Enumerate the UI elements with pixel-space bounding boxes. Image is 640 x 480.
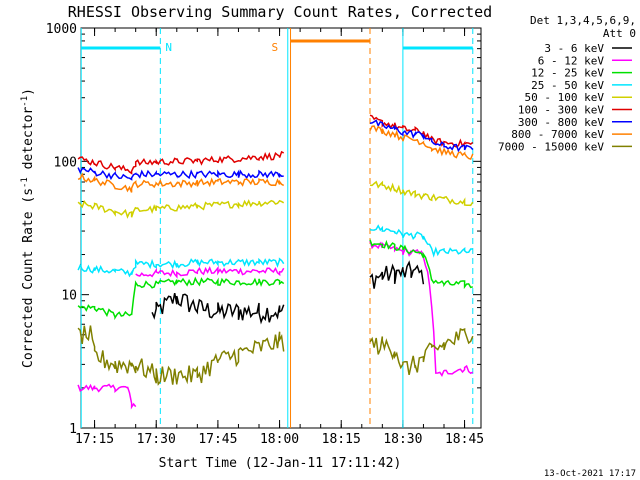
legend-entry-label: 300 - 800 keV	[518, 116, 604, 129]
series-line	[369, 327, 474, 376]
series-50to100keV	[77, 180, 474, 219]
series-line	[369, 180, 474, 207]
x-tick-label: 17:30	[137, 432, 176, 447]
series-line	[369, 239, 474, 290]
series-line	[77, 150, 285, 175]
x-tick-label: 18:45	[445, 432, 484, 447]
series-100to300keV	[77, 114, 474, 175]
legend-entry-label: 3 - 6 keV	[544, 42, 604, 55]
x-tick-label: 17:45	[198, 432, 237, 447]
series-line	[77, 257, 285, 278]
plot-frame	[80, 27, 482, 429]
axis-ticks: 17:15 17:30 17:45 18:00 18:15 18:30 18:45 1 10 10…	[46, 22, 484, 447]
series-line	[77, 167, 284, 181]
series-7000to15000keV	[77, 325, 474, 386]
series-line	[369, 224, 473, 258]
series-300to800keV	[77, 119, 474, 181]
legend-entry-label: 6 - 12 keV	[538, 54, 605, 67]
x-tick-label: 18:15	[322, 432, 361, 447]
y-tick-label: 1000	[46, 22, 77, 37]
legend-entry-label: 7000 - 15000 keV	[498, 140, 604, 153]
series-line	[77, 172, 285, 193]
series-line	[77, 199, 285, 219]
series-3to6keV	[151, 260, 425, 325]
y-axis-label: Corrected Count Rate (s-1 detector-1)	[20, 88, 36, 368]
chart-title: RHESSI Observing Summary Count Rates, Co…	[68, 3, 492, 21]
data-series	[77, 114, 474, 410]
series-line	[135, 265, 285, 279]
series-line	[369, 114, 474, 148]
series-line	[369, 240, 474, 377]
x-tick-label: 17:15	[75, 432, 114, 447]
series-line	[369, 125, 474, 161]
x-tick-label: 18:00	[260, 432, 299, 447]
series-line	[369, 119, 474, 153]
legend-entry-label: 800 - 7000 keV	[511, 128, 604, 141]
series-12to25keV	[77, 239, 474, 321]
x-axis-label: Start Time (12-Jan-11 17:11:42)	[159, 456, 402, 471]
series-line	[369, 260, 425, 289]
y-tick-label: 100	[54, 155, 77, 170]
legend-entry-label: 12 - 25 keV	[531, 67, 604, 80]
annotation-label: N	[165, 41, 172, 54]
footer-date: 13-Oct-2021 17:17	[544, 469, 636, 479]
series-25to50keV	[77, 224, 473, 278]
series-800to7000keV	[77, 125, 474, 193]
legend-entry-label: 25 - 50 keV	[531, 79, 604, 92]
y-tick-label: 1	[69, 422, 77, 437]
legend-entry-label: 100 - 300 keV	[518, 104, 604, 117]
series-line	[77, 276, 285, 321]
series-line	[77, 383, 137, 410]
x-tick-label: 18:30	[383, 432, 422, 447]
y-tick-label: 10	[61, 289, 77, 304]
series-line	[77, 325, 285, 386]
series-line	[151, 293, 285, 325]
series-6to12keV	[77, 240, 474, 410]
legend-entry-label: 50 - 100 keV	[525, 91, 605, 104]
legend-attenuator: Att 0	[603, 27, 636, 40]
legend-detectors: Det 1,3,4,5,6,9,	[530, 14, 636, 27]
annotation-label: S	[272, 41, 279, 54]
